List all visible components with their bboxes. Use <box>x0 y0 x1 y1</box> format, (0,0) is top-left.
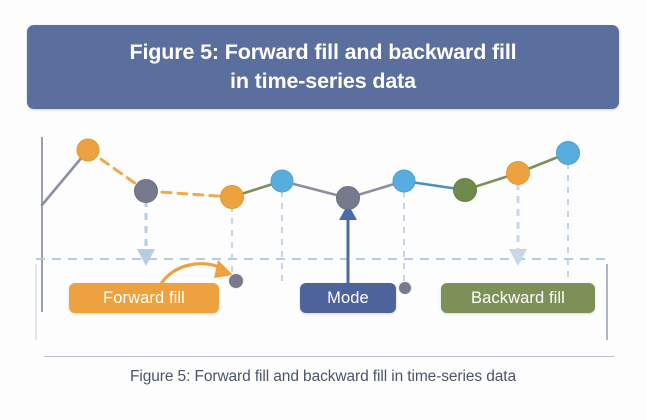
missing-marker-1 <box>228 273 244 289</box>
data-point-blue-1 <box>270 169 294 193</box>
segment-forward-dash-a <box>86 148 148 193</box>
legend-chip-backward-fill[interactable]: Backward fill <box>441 283 595 313</box>
figure-caption: Figure 5: Forward fill and backward fill… <box>130 368 516 385</box>
data-point-orange-2 <box>220 185 244 209</box>
legend-chip-backward-fill-label: Backward fill <box>471 288 565 307</box>
forward-fill-arrow-down <box>137 200 155 266</box>
backward-fill-arrow-down <box>509 183 527 266</box>
chart-plot-area <box>0 118 646 340</box>
forward-fill-curved-arrow <box>158 260 233 288</box>
mode-arrow-up <box>339 204 357 288</box>
legend-chip-forward-fill[interactable]: Forward fill <box>69 283 219 313</box>
drop-lines <box>231 163 569 288</box>
data-point-blue-3 <box>556 141 580 165</box>
legend-chip-mode-label: Mode <box>327 288 369 307</box>
caption-divider <box>44 356 614 357</box>
data-point-gray-2 <box>336 186 360 210</box>
missing-marker-2 <box>398 281 412 295</box>
title-banner-text: Figure 5: Forward fill and backward fill… <box>129 39 517 93</box>
data-point-orange-1 <box>76 138 100 162</box>
data-points <box>76 138 580 210</box>
series-lines <box>40 148 570 207</box>
legend-chip-mode[interactable]: Mode <box>300 283 396 313</box>
legend-chip-forward-fill-label: Forward fill <box>103 288 185 307</box>
data-point-olive-1 <box>453 178 477 202</box>
title-banner: Figure 5: Forward fill and backward fill… <box>27 25 619 109</box>
time-series-chart-svg <box>35 137 608 340</box>
segment-forward-dash-b <box>144 189 234 199</box>
data-point-gray-1 <box>134 179 158 203</box>
data-point-orange-3 <box>506 161 530 185</box>
data-point-blue-2 <box>392 169 416 193</box>
segment-1 <box>40 148 90 207</box>
